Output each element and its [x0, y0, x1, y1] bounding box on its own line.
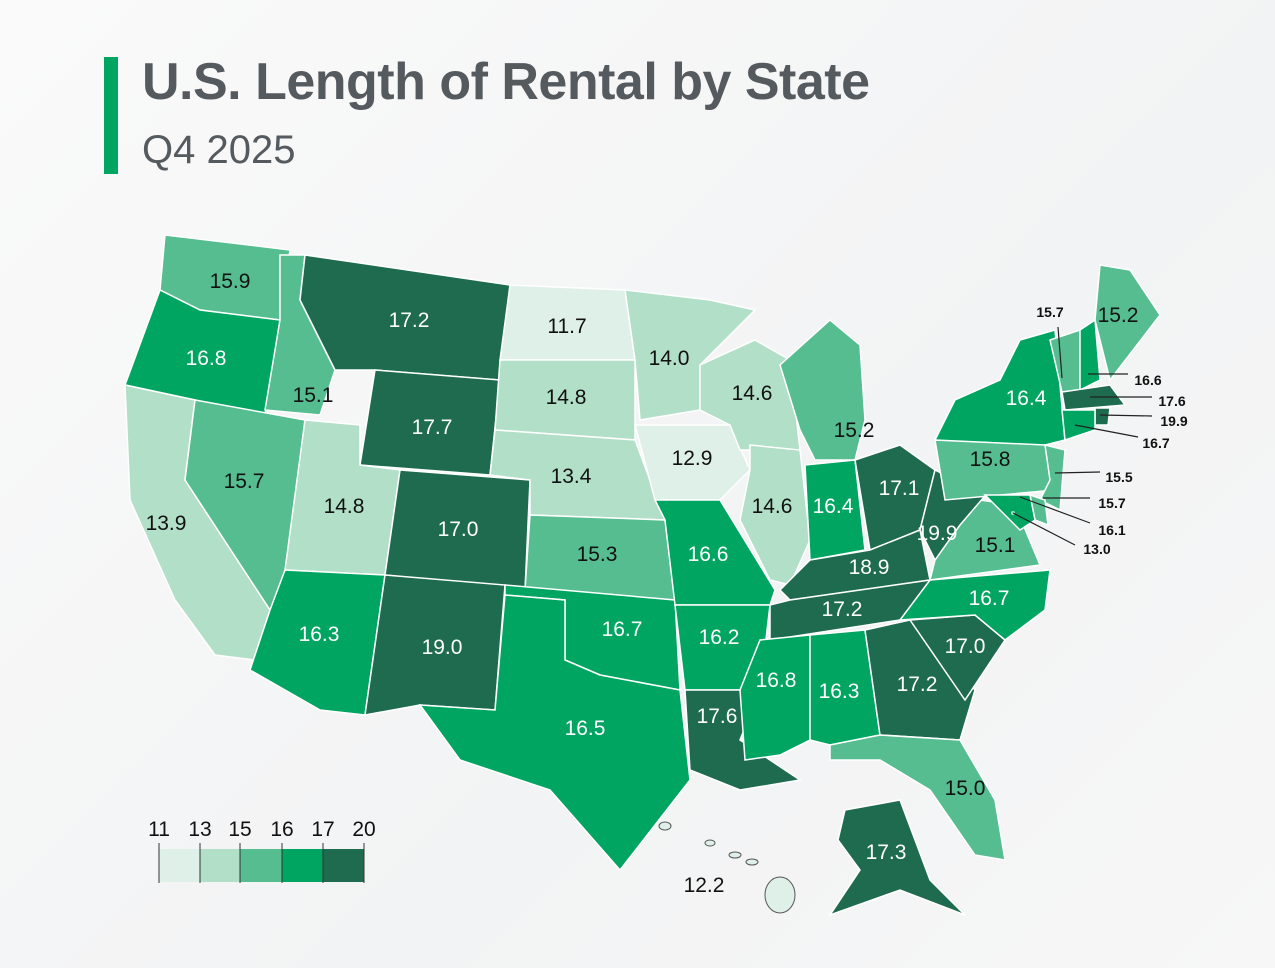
state-value-VT: 15.7: [1036, 304, 1063, 320]
state-value-RI: 19.9: [1160, 413, 1187, 429]
state-value-CO: 17.0: [438, 518, 479, 541]
state-value-IA: 12.9: [672, 447, 713, 470]
state-HI[interactable]: [658, 821, 672, 831]
state-value-NJ: 15.5: [1105, 469, 1132, 485]
state-value-DE: 15.7: [1098, 495, 1125, 511]
legend-swatch: [159, 849, 200, 882]
state-value-NE: 13.4: [551, 465, 592, 488]
state-value-ND: 11.7: [547, 315, 586, 338]
state-value-AL: 16.3: [819, 680, 860, 703]
state-value-UT: 14.8: [324, 495, 365, 518]
callout-line-DC: [1012, 512, 1076, 546]
state-value-NV: 15.7: [224, 470, 265, 493]
legend-tick-label: 17: [311, 818, 334, 841]
state-value-WI: 14.6: [732, 382, 773, 405]
state-NY[interactable]: [933, 329, 1066, 446]
legend-swatch: [282, 849, 323, 882]
legend-tick-label: 13: [188, 818, 211, 841]
state-value-SC: 17.0: [945, 635, 986, 658]
state-GA[interactable]: [864, 619, 976, 741]
legend-swatch: [200, 849, 240, 882]
state-value-OH: 17.1: [879, 477, 920, 500]
callout-line-MD: [1019, 496, 1091, 524]
state-ME[interactable]: [1094, 264, 1161, 382]
state-value-SD: 14.8: [546, 386, 587, 409]
state-value-NC: 16.7: [969, 587, 1010, 610]
callout-line-RI: [1099, 414, 1153, 417]
state-value-MI: 15.2: [834, 419, 875, 442]
state-value-CA: 13.9: [146, 512, 187, 535]
state-value-IN: 16.4: [813, 495, 854, 518]
state-value-MS: 16.8: [756, 669, 797, 692]
state-value-TX: 16.5: [565, 717, 606, 740]
state-IN[interactable]: [804, 459, 866, 561]
state-value-LA: 17.6: [697, 705, 738, 728]
page-subtitle: Q4 2025: [142, 128, 296, 172]
state-HI[interactable]: [704, 839, 716, 847]
legend-tick-label: 15: [228, 818, 251, 841]
state-value-CT: 16.7: [1142, 435, 1169, 451]
legend-swatch: [240, 849, 282, 882]
state-AK[interactable]: [828, 799, 966, 917]
state-value-KS: 15.3: [577, 543, 618, 566]
state-value-OK: 16.7: [602, 618, 643, 641]
legend-tick-label: 16: [270, 818, 293, 841]
callout-line-VT: [1057, 326, 1063, 379]
state-value-AR: 16.2: [699, 626, 740, 649]
state-value-MD: 16.1: [1098, 522, 1125, 538]
state-value-HI: 12.2: [684, 874, 725, 897]
callout-line-CT: [1074, 424, 1139, 438]
state-value-NY: 16.4: [1006, 387, 1047, 410]
legend-tick-label: 11: [148, 818, 170, 841]
state-value-WV: 19.9: [917, 522, 958, 545]
state-value-WA: 15.9: [210, 270, 251, 293]
state-value-NM: 19.0: [422, 636, 463, 659]
state-value-MT: 17.2: [389, 309, 430, 332]
state-value-AZ: 16.3: [299, 623, 340, 646]
state-value-VA: 15.1: [975, 534, 1016, 557]
state-value-IL: 14.6: [752, 495, 793, 518]
state-value-WY: 17.7: [412, 416, 453, 439]
state-value-MO: 16.6: [688, 543, 729, 566]
state-value-ME: 15.2: [1098, 304, 1139, 327]
state-MI[interactable]: [779, 319, 866, 461]
state-value-GA: 17.2: [897, 673, 938, 696]
state-value-NH: 16.6: [1134, 372, 1161, 388]
legend-tick-label: 20: [352, 818, 375, 841]
state-value-TN: 17.2: [822, 598, 863, 621]
state-MD[interactable]: [983, 494, 1036, 531]
state-value-OR: 16.8: [186, 347, 227, 370]
state-HI[interactable]: [745, 858, 759, 866]
state-NH[interactable]: [1079, 318, 1101, 392]
state-value-AK: 17.3: [866, 841, 907, 864]
state-RI[interactable]: [1094, 407, 1111, 426]
title-accent-bar: [104, 57, 118, 174]
state-NJ[interactable]: [1038, 444, 1066, 512]
state-TX[interactable]: [418, 594, 691, 872]
state-value-PA: 15.8: [970, 448, 1011, 471]
state-value-DC: 13.0: [1083, 541, 1110, 557]
state-value-MN: 14.0: [649, 347, 690, 370]
state-HI[interactable]: [728, 851, 742, 859]
state-HI[interactable]: [764, 876, 796, 914]
state-value-FL: 15.0: [945, 777, 986, 800]
state-CT[interactable]: [1061, 409, 1096, 442]
callout-line-NJ: [1054, 471, 1101, 474]
state-FL[interactable]: [829, 734, 1006, 861]
state-IL[interactable]: [739, 444, 811, 586]
legend-swatch: [323, 849, 364, 882]
page-title: U.S. Length of Rental by State: [142, 53, 870, 111]
state-value-MA: 17.6: [1158, 393, 1185, 409]
state-value-ID: 15.1: [293, 384, 334, 407]
state-IA[interactable]: [634, 424, 751, 501]
state-value-KY: 18.9: [849, 556, 890, 579]
